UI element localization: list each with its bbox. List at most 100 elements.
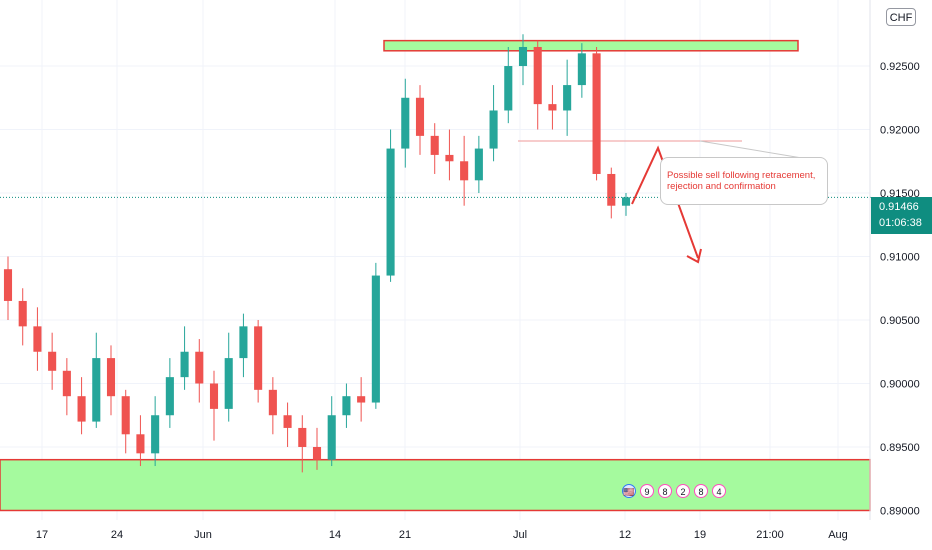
price-axis[interactable]: 0.890000.895000.900000.905000.910000.915… — [880, 61, 920, 517]
candle-body — [106, 358, 116, 397]
candle — [474, 135, 483, 194]
candle — [239, 313, 248, 378]
candle — [371, 262, 380, 409]
event-marker[interactable]: 9 — [640, 484, 654, 498]
candle-body — [151, 415, 160, 454]
candle — [298, 415, 307, 473]
candle-body — [136, 434, 145, 454]
candle-body — [563, 85, 572, 111]
candle-body — [327, 415, 336, 460]
candle-body — [401, 97, 410, 149]
time-tick-label: 12 — [619, 529, 631, 541]
candle — [445, 129, 454, 181]
candle — [401, 78, 410, 168]
candle — [209, 370, 219, 441]
callout-connector — [699, 140, 809, 160]
price-tick-label: 0.92000 — [880, 125, 920, 137]
bar-countdown: 01:06:38 — [879, 217, 922, 229]
time-tick-label: 21:00 — [756, 529, 784, 541]
price-tick-label: 0.89500 — [880, 442, 920, 454]
candle-body — [77, 396, 86, 422]
annotation-note[interactable]: Possible sell following retracement, rej… — [660, 157, 828, 205]
candle-body — [121, 396, 130, 435]
chart-grid — [0, 0, 870, 520]
candle — [136, 415, 145, 467]
candle-body — [533, 46, 542, 105]
candle-body — [298, 427, 307, 447]
candle-body — [621, 197, 631, 206]
candle — [18, 288, 27, 346]
candle — [430, 123, 439, 174]
candle — [518, 34, 528, 86]
candle — [180, 326, 189, 390]
candle — [312, 427, 322, 470]
candle — [563, 59, 572, 136]
event-marker[interactable]: 4 — [712, 484, 726, 498]
candle — [92, 332, 101, 428]
price-tick-label: 0.91000 — [880, 252, 920, 264]
candle — [621, 193, 631, 216]
candle — [386, 129, 395, 282]
candle — [548, 85, 557, 130]
candle-body — [415, 97, 425, 136]
economic-events[interactable]: 🇺🇸 9 8 2 8 4 — [622, 484, 726, 498]
candle — [577, 43, 586, 98]
time-tick-label: 19 — [694, 529, 706, 541]
candle-body — [342, 396, 351, 416]
candle-body — [254, 326, 263, 390]
price-tick-label: 0.92500 — [880, 61, 920, 73]
candle-body — [548, 104, 557, 111]
candle — [77, 377, 86, 435]
resistance-zone — [383, 39, 799, 52]
candle-body — [239, 326, 248, 359]
candle-body — [92, 358, 101, 422]
candle-body — [3, 269, 13, 301]
currency-badge[interactable]: CHF — [886, 8, 916, 26]
candle-body — [283, 415, 292, 428]
event-marker[interactable]: 2 — [676, 484, 690, 498]
candle — [224, 332, 233, 422]
candle — [33, 307, 42, 371]
candle-body — [371, 275, 380, 403]
candle — [342, 383, 351, 428]
time-tick-label: 14 — [329, 529, 341, 541]
projection-arrow — [631, 145, 699, 259]
candle — [151, 396, 160, 467]
candle — [283, 402, 292, 447]
candle-body — [180, 351, 189, 378]
current-price-value: 0.91466 — [879, 201, 919, 213]
time-tick-label: Jun — [194, 529, 212, 541]
candle-body — [224, 358, 233, 409]
time-axis[interactable]: 17 24 Jun 14 21 Jul 12 19 21:00 Aug — [36, 529, 848, 541]
price-tick-label: 0.89000 — [880, 505, 920, 517]
event-marker[interactable]: 8 — [694, 484, 708, 498]
candles — [3, 34, 631, 473]
time-tick-label: Aug — [828, 529, 848, 541]
candle — [121, 389, 130, 454]
candle — [106, 345, 116, 416]
time-tick-label: 21 — [399, 529, 411, 541]
candle — [504, 46, 513, 124]
candle — [592, 46, 601, 181]
candle — [48, 332, 57, 390]
candle-body — [474, 148, 483, 181]
event-marker[interactable]: 8 — [658, 484, 672, 498]
candle — [533, 40, 542, 130]
candle-body — [518, 46, 528, 67]
candle — [415, 85, 425, 155]
candle — [195, 339, 204, 403]
candle — [460, 135, 469, 206]
candle-body — [48, 351, 57, 371]
price-tick-label: 0.90000 — [880, 378, 920, 390]
time-tick-label: Jul — [513, 529, 527, 541]
current-price-tag: 0.91466 01:06:38 — [871, 197, 932, 234]
candle-body — [312, 446, 322, 460]
event-marker-flag[interactable]: 🇺🇸 — [622, 484, 636, 498]
candle-body — [18, 300, 27, 327]
candle — [268, 377, 277, 435]
candle — [165, 358, 174, 428]
candle-body — [209, 383, 219, 409]
price-tick-label: 0.90500 — [880, 315, 920, 327]
candle-body — [357, 396, 366, 403]
